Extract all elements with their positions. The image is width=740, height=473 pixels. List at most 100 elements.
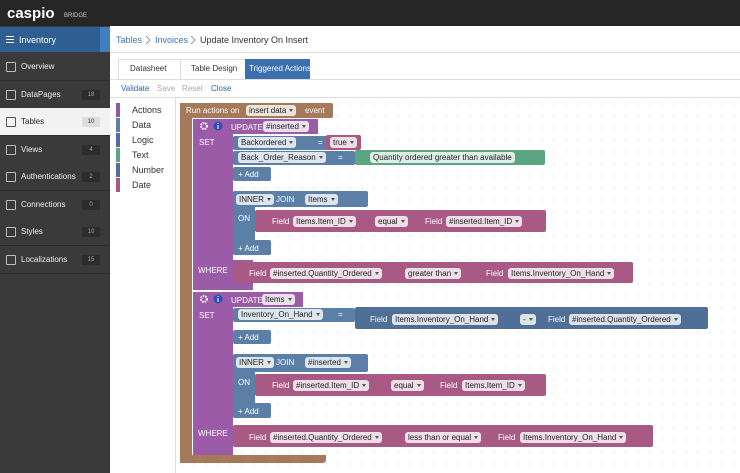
join-type-dropdown[interactable]: INNER — [236, 357, 274, 368]
block-icons[interactable] — [199, 121, 223, 131]
tab[interactable]: Triggered Actions — [249, 64, 311, 73]
tab[interactable]: Datasheet — [130, 64, 167, 73]
nav-icon — [6, 89, 16, 100]
field-tag: Field — [498, 433, 516, 442]
join-block — [233, 403, 271, 418]
add-label[interactable]: + Add — [238, 407, 259, 416]
nav-label[interactable]: Tables — [21, 117, 45, 126]
palette — [110, 98, 176, 473]
tab[interactable]: Table Design — [191, 64, 238, 73]
table-dropdown[interactable]: #inserted — [305, 357, 351, 368]
event-label: Run actions on — [186, 106, 240, 115]
operator-dropdown[interactable]: greater than — [405, 268, 462, 279]
toolbar-button[interactable]: Reset — [182, 84, 203, 93]
nav-icon — [6, 254, 16, 265]
palette-item[interactable]: Actions — [132, 105, 162, 115]
nav-label[interactable]: Localizations — [21, 254, 68, 264]
nav-item[interactable] — [0, 53, 110, 81]
logo[interactable]: caspio — [7, 5, 55, 22]
field-dropdown[interactable]: #inserted.Item_ID — [293, 380, 370, 391]
palette-item[interactable]: Date — [132, 180, 152, 190]
nav-label[interactable]: Styles — [21, 227, 43, 236]
add-label[interactable]: + Add — [238, 333, 259, 342]
nav-count: 4 — [82, 144, 100, 155]
field-tag: Field — [425, 217, 443, 226]
join-keyword: JOIN — [276, 195, 295, 204]
add-label[interactable]: + Add — [238, 244, 259, 253]
set-label: SET — [199, 138, 215, 147]
join-type-dropdown[interactable]: INNER — [236, 194, 274, 205]
boolean-dropdown[interactable]: true — [330, 137, 357, 148]
nav-count: 10 — [82, 117, 100, 127]
field-dropdown[interactable]: #inserted.Quantity_Ordered — [270, 432, 382, 443]
breadcrumb-link[interactable]: Tables — [116, 35, 143, 45]
field-tag: Field — [370, 315, 388, 324]
operator: = — [318, 138, 323, 147]
on-label: ON — [238, 214, 250, 223]
nav-label[interactable]: Authentications — [21, 172, 76, 181]
field-dropdown[interactable]: Items.Item_ID — [293, 216, 356, 227]
field-dropdown[interactable]: Items.Inventory_On_Hand — [520, 432, 627, 443]
operator-dropdown[interactable]: - — [520, 314, 536, 325]
field-tag: Field — [440, 381, 458, 390]
product-name: BRIDGE — [64, 13, 88, 19]
nav-label[interactable]: Overview — [21, 62, 55, 71]
add-label[interactable]: + Add — [238, 170, 259, 179]
operator: = — [338, 310, 343, 319]
nav-label[interactable]: Views — [21, 144, 43, 154]
block-icons[interactable] — [199, 294, 223, 304]
field-dropdown[interactable]: #inserted.Quantity_Ordered — [569, 314, 681, 325]
palette-item[interactable]: Text — [132, 150, 149, 160]
event-dropdown[interactable]: insert data — [246, 105, 297, 116]
palette-item[interactable]: Data — [132, 120, 152, 130]
operator-dropdown[interactable]: less than or equal — [405, 432, 482, 443]
on-label: ON — [238, 378, 250, 387]
operator-dropdown[interactable]: equal — [375, 216, 408, 227]
nav-count: 10 — [82, 227, 100, 237]
add-button[interactable] — [233, 167, 271, 181]
collapse-tab[interactable] — [100, 27, 110, 52]
field-dropdown[interactable]: Inventory_On_Hand — [238, 309, 323, 320]
field-dropdown[interactable]: Items.Inventory_On_Hand — [392, 314, 499, 325]
breadcrumb-current: Update Inventory On Insert — [200, 35, 309, 45]
field-dropdown[interactable]: Backordered — [238, 137, 297, 148]
field-dropdown[interactable]: #inserted.Item_ID — [446, 216, 523, 227]
nav-icon — [6, 62, 16, 72]
sidebar-header[interactable] — [0, 27, 110, 52]
palette-item[interactable]: Number — [132, 165, 165, 175]
field-dropdown[interactable]: #inserted.Quantity_Ordered — [270, 268, 382, 279]
field-tag: Field — [272, 217, 290, 226]
nav-icon — [6, 117, 16, 127]
table-dropdown[interactable]: #inserted — [263, 121, 309, 132]
active-tab[interactable] — [245, 59, 310, 79]
join-block — [233, 240, 271, 255]
text-input[interactable]: Quantity ordered greater than available — [370, 152, 515, 163]
palette-item[interactable]: Logic — [132, 135, 154, 145]
nav-count: 2 — [82, 172, 100, 182]
nav-label[interactable]: DataPages — [21, 89, 61, 99]
menu-icon — [6, 36, 14, 37]
toolbar-button[interactable]: Close — [211, 84, 232, 93]
tab-sep — [180, 59, 181, 79]
toolbar-button[interactable]: Validate — [121, 84, 150, 93]
operator-dropdown[interactable]: equal — [391, 380, 424, 391]
field-dropdown[interactable]: Items.Item_ID — [462, 380, 525, 391]
add-button[interactable] — [233, 330, 271, 344]
field-tag: Field — [486, 269, 504, 278]
set-label: SET — [199, 311, 215, 320]
table-dropdown[interactable]: Items — [262, 294, 295, 305]
breadcrumb-link[interactable]: Invoices — [155, 35, 189, 45]
palette-color — [116, 148, 120, 162]
palette-color — [116, 118, 120, 132]
update-keyword: UPDATE — [231, 123, 263, 132]
field-tag: Field — [249, 269, 267, 278]
field-dropdown[interactable]: Back_Order_Reason — [238, 152, 326, 163]
join-block — [233, 191, 255, 255]
nav-label[interactable]: Connections — [21, 199, 66, 209]
top-bar — [0, 0, 740, 26]
update-keyword: UPDATE — [231, 296, 263, 305]
toolbar-button[interactable]: Save — [157, 84, 176, 93]
table-dropdown[interactable]: Items — [305, 194, 338, 205]
field-dropdown[interactable]: Items.Inventory_On_Hand — [508, 268, 615, 279]
